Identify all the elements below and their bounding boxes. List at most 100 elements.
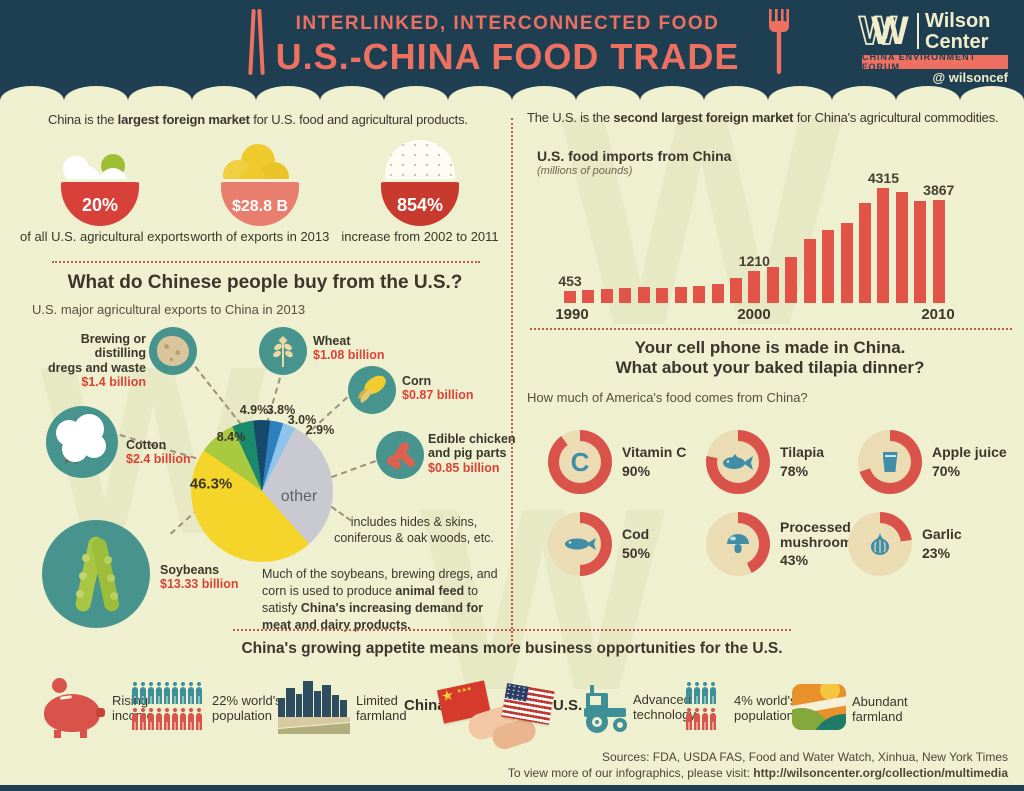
left-intro-text: China is the largest foreign market for … — [48, 112, 468, 127]
person-icon — [686, 682, 692, 705]
footnote-bold: China's increasing demand for meat and d… — [262, 600, 484, 632]
visit-line: To view more of our infographics, please… — [508, 766, 1008, 782]
callout-name: and pig parts — [428, 446, 507, 461]
donut-tilapia: Tilapia 78% — [706, 430, 824, 494]
wheat-icon — [259, 327, 307, 375]
stat-caption: increase from 2002 to 2011 — [341, 229, 499, 244]
callout-value: $1.4 billion — [81, 375, 146, 390]
cotton-icon — [46, 406, 118, 478]
fish-icon — [723, 454, 753, 470]
note-line: includes hides & skins, — [350, 515, 478, 529]
pie-chart — [191, 420, 333, 562]
label-line: population — [212, 707, 272, 723]
population-4-icon-grid — [686, 682, 718, 734]
callout-value: $13.33 billion — [160, 577, 239, 592]
stat-value: $28.8 B — [231, 198, 289, 215]
callout-soybeans: Soybeans $13.33 billion — [160, 563, 239, 592]
callout-value: $1.08 billion — [313, 348, 385, 363]
china-label: China — [404, 697, 446, 714]
donut-label: Tilapia — [780, 444, 825, 461]
callout-value: $0.85 billion — [428, 460, 500, 475]
connector-line — [331, 460, 376, 479]
bar-chart-unit: (millions of pounds) — [537, 165, 633, 177]
bar-2010: 3867 — [923, 182, 954, 303]
fish-icon — [565, 538, 596, 550]
bottom-item-label: Abundant farmland — [852, 694, 908, 725]
soybean-icon — [42, 520, 150, 628]
right-intro-text: The U.S. is the second largest foreign m… — [527, 110, 999, 125]
pie-label-other: other — [280, 488, 318, 505]
bar-value-2007: 4315 — [867, 170, 900, 186]
svg-text:W: W — [859, 9, 897, 53]
donut-pct: 50% — [622, 544, 651, 561]
callout-value: $0.87 billion — [402, 388, 474, 403]
person-icon — [148, 708, 154, 731]
bottom-item-label: 4% world's population — [734, 693, 796, 724]
pie-label-cotton: 8.4% — [216, 430, 246, 444]
person-icon — [710, 708, 716, 731]
bar-2005 — [840, 223, 853, 303]
garlic-icon — [871, 533, 889, 555]
x-axis-tick-1990: 1990 — [555, 306, 589, 323]
label-line: farmland — [356, 707, 407, 723]
pie-label-soybeans: 46.3% — [189, 475, 233, 493]
footnote-text: Much of the soybeans, brewing dregs, and… — [262, 567, 498, 598]
page-title: U.S.-CHINA FOOD TRADE — [275, 36, 740, 77]
label-line: Advanced — [633, 692, 691, 707]
connector-line — [265, 377, 281, 425]
intro-bold: largest foreign market — [117, 112, 250, 127]
person-icon — [156, 708, 162, 731]
vitamin-c-icon: C — [570, 446, 590, 477]
piggy-bank-icon — [38, 678, 106, 740]
donut-cod: Cod 50% — [548, 512, 650, 576]
donut-garlic: Garlic 23% — [848, 512, 962, 576]
donut-ring-tilapia — [706, 430, 770, 494]
noodle-bowl-icon: $28.8 B — [217, 138, 303, 226]
callout-corn: Corn $0.87 billion — [402, 374, 474, 403]
imports-bar-plot: 453 1210 4315 3867 — [558, 170, 954, 303]
callout-name: Wheat — [313, 334, 351, 348]
donut-ring-cod — [548, 512, 612, 576]
donut-mushrooms: Processed mushrooms 43% — [706, 512, 866, 576]
infographics-link[interactable]: http://wilsoncenter.org/collection/multi… — [753, 765, 1008, 780]
donut-ring-vitamin-c: C — [548, 430, 612, 494]
person-icon — [188, 682, 194, 705]
person-icon — [694, 682, 700, 705]
person-icon — [686, 708, 692, 731]
bar-1995 — [656, 288, 669, 303]
us-label: U.S. — [553, 697, 583, 714]
header-banner: INTERLINKED, INTERCONNECTED FOOD U.S.-CH… — [0, 0, 1024, 102]
separator-dotted — [52, 261, 480, 263]
bar-1992 — [600, 289, 613, 303]
pie-footnote: Much of the soybeans, brewing dregs, and… — [262, 566, 512, 634]
donut-pct: 70% — [932, 462, 961, 479]
pie-section-title: What do Chinese people buy from the U.S.… — [67, 272, 463, 293]
bar-2000: 1210 — [739, 253, 770, 303]
bar-2003 — [803, 239, 816, 303]
person-icon — [188, 708, 194, 731]
donut-pct: 78% — [780, 462, 809, 479]
sources-text: Sources: FDA, USDA FAS, Food and Water W… — [602, 750, 1008, 764]
bar-2006 — [859, 203, 871, 303]
donut-label: Garlic — [922, 526, 962, 543]
bottom-item-label: Limited farmland — [356, 693, 407, 724]
label-line: population — [734, 707, 794, 723]
donut-pct: 43% — [780, 552, 809, 569]
footnote-text: to satisfy — [262, 583, 479, 615]
person-icon — [164, 682, 170, 705]
donut-label: Processed mushrooms — [780, 518, 861, 550]
person-icon — [132, 682, 138, 705]
logo-name-line2: Center — [925, 31, 989, 53]
city-skyline-icon — [278, 681, 350, 734]
callout-wheat: Wheat $1.08 billion — [313, 334, 385, 363]
label-line: Limited — [356, 693, 398, 708]
person-icon — [140, 708, 146, 731]
separator-dotted — [530, 328, 1012, 330]
stat-value: 854% — [396, 195, 444, 215]
bottom-item-label: 22% world's population — [212, 693, 282, 724]
donut-ring-garlic — [848, 512, 912, 576]
bar-value-2010: 3867 — [923, 182, 955, 198]
bar-chart-title: U.S. food imports from China — [537, 148, 732, 164]
callout-name: dregs and waste — [48, 360, 146, 375]
